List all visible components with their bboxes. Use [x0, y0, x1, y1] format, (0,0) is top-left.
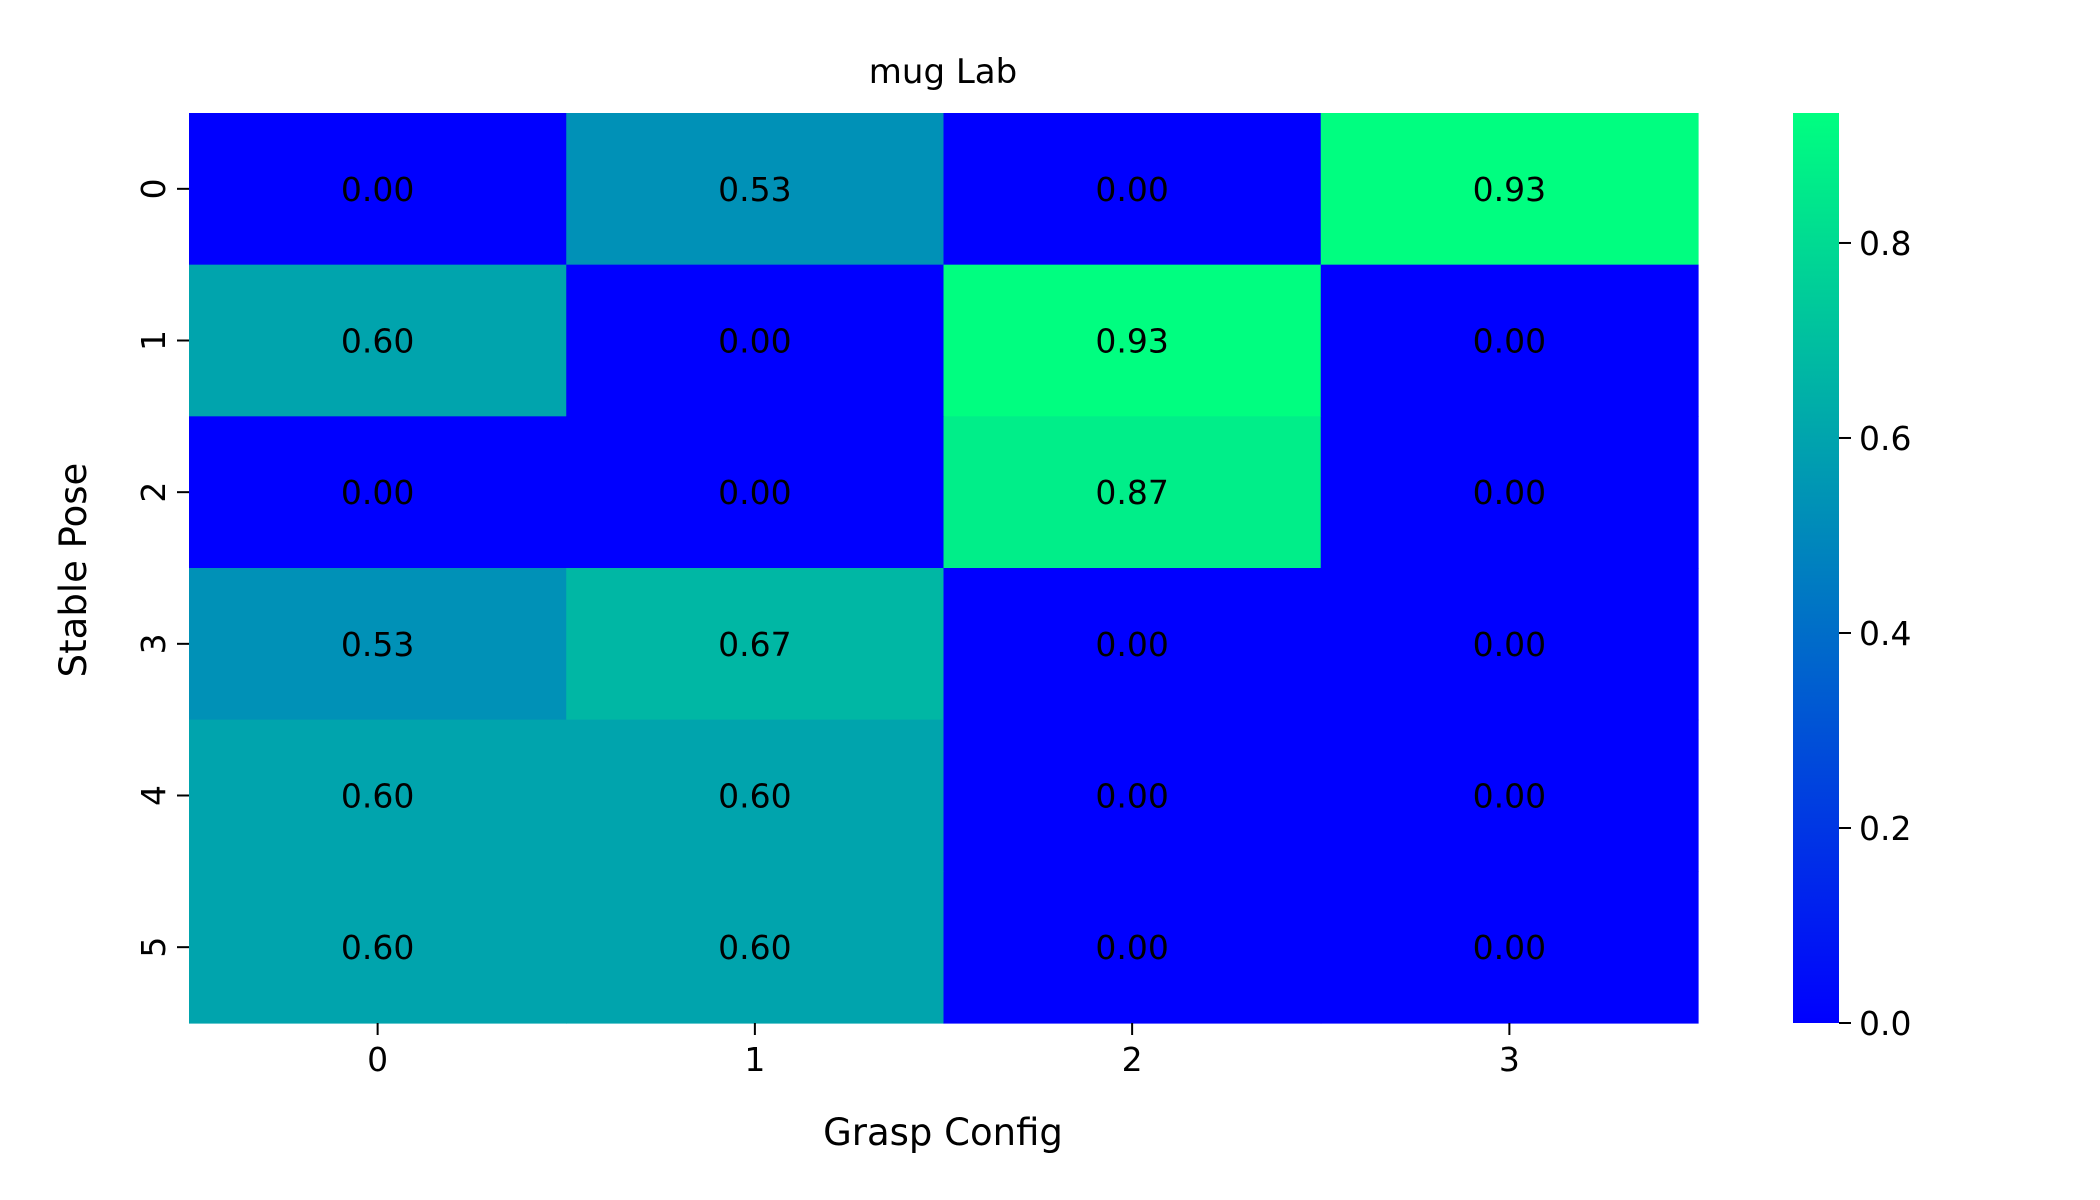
heatmap-cell [566, 113, 945, 266]
cell-value-label: 0.00 [341, 473, 414, 512]
heatmap-cell [943, 719, 1322, 872]
heatmap-cell [943, 264, 1322, 417]
heatmap-cell [1320, 113, 1699, 266]
cell-value-label: 0.00 [1473, 625, 1546, 664]
heatmap-cells [189, 113, 1699, 1024]
heatmap-cell [943, 113, 1322, 266]
y-tick-label: 2 [134, 482, 173, 503]
y-tick-label: 3 [134, 633, 173, 654]
cell-value-label: 0.00 [341, 170, 414, 209]
x-tick-label: 0 [367, 1040, 388, 1079]
x-tick-label: 3 [1499, 1040, 1520, 1079]
heatmap-cell [943, 416, 1322, 569]
cell-value-label: 0.00 [1095, 777, 1168, 816]
heatmap-cell [189, 416, 567, 569]
cell-value-label: 0.60 [718, 777, 791, 816]
colorbar-tick-label: 0.0 [1859, 1004, 1911, 1043]
cell-value-label: 0.53 [718, 170, 791, 209]
x-tick-label: 1 [744, 1040, 765, 1079]
heatmap-cell [566, 871, 945, 1024]
cell-value-label: 0.00 [718, 322, 791, 361]
heatmap-cell [1320, 871, 1699, 1024]
heatmap-cell [1320, 416, 1699, 569]
heatmap-cell [566, 719, 945, 872]
heatmap-cell [189, 871, 567, 1024]
heatmap-cell [566, 264, 945, 417]
cell-value-label: 0.00 [1473, 928, 1546, 967]
colorbar-tick-label: 0.2 [1859, 809, 1911, 848]
colorbar-tick-label: 0.6 [1859, 419, 1911, 458]
y-tick-label: 0 [134, 178, 173, 199]
y-axis: 0 1 2 3 4 5 [134, 178, 189, 958]
heatmap-cell-labels: 0.00 0.53 0.00 0.93 0.60 0.00 0.93 0.00 0.00 0.00… [341, 170, 1546, 967]
cell-value-label: 0.60 [718, 928, 791, 967]
heatmap-cell [943, 568, 1322, 721]
colorbar [1793, 113, 1839, 1023]
heatmap-cell [1320, 264, 1699, 417]
colorbar-ticks: 0.0 0.2 0.4 0.6 0.8 [1839, 224, 1911, 1043]
cell-value-label: 0.00 [1473, 322, 1546, 361]
heatmap-cell [1320, 719, 1699, 872]
cell-value-label: 0.53 [341, 625, 414, 664]
cell-value-label: 0.67 [718, 625, 791, 664]
heatmap-cell [189, 113, 567, 266]
x-axis-label: Grasp Config [823, 1111, 1063, 1154]
y-axis-label: Stable Pose [52, 463, 95, 678]
chart-title: mug Lab [869, 52, 1017, 92]
heatmap-cell [189, 264, 567, 417]
cell-value-label: 0.00 [1095, 170, 1168, 209]
cell-value-label: 0.00 [1095, 625, 1168, 664]
heatmap-cell [566, 416, 945, 569]
heatmap-cell [189, 568, 567, 721]
cell-value-label: 0.93 [1473, 170, 1546, 209]
cell-value-label: 0.60 [341, 777, 414, 816]
colorbar-tick-label: 0.4 [1859, 614, 1911, 653]
heatmap-cell [1320, 568, 1699, 721]
y-tick-label: 5 [134, 937, 173, 958]
cell-value-label: 0.60 [341, 322, 414, 361]
cell-value-label: 0.00 [1473, 777, 1546, 816]
cell-value-label: 0.93 [1095, 322, 1168, 361]
y-tick-label: 1 [134, 330, 173, 351]
x-axis: 0 1 2 3 [367, 1023, 1520, 1079]
cell-value-label: 0.00 [1473, 473, 1546, 512]
cell-value-label: 0.00 [718, 473, 791, 512]
heatmap-cell [189, 719, 567, 872]
colorbar-tick-label: 0.8 [1859, 224, 1911, 263]
x-tick-label: 2 [1122, 1040, 1143, 1079]
heatmap-cell [566, 568, 945, 721]
cell-value-label: 0.00 [1095, 928, 1168, 967]
cell-value-label: 0.60 [341, 928, 414, 967]
y-tick-label: 4 [134, 785, 173, 806]
cell-value-label: 0.87 [1095, 473, 1168, 512]
heatmap-cell [943, 871, 1322, 1024]
